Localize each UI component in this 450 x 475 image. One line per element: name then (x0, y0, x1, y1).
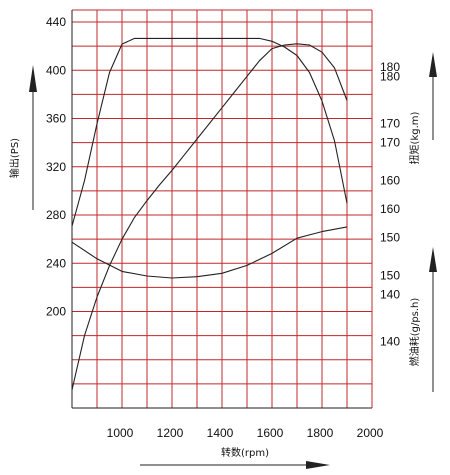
torque-tick-label: 170 (380, 117, 400, 131)
power-tick-label: 440 (46, 15, 66, 29)
x-tick-label: 2000 (357, 426, 384, 440)
torque-tick-label: 150 (380, 230, 400, 244)
grid (71, 9, 373, 409)
power-axis-arrow (29, 65, 37, 210)
x-tick-label: 1600 (257, 426, 284, 440)
x-axis-arrow (140, 461, 330, 469)
torque-curve (71, 37, 348, 227)
fuel-axis-title: 燃油耗(g/ps.h) (408, 298, 421, 367)
fuel-tick-label: 140 (380, 335, 400, 349)
torque-tick-label: 180 (380, 60, 400, 74)
x-tick-label: 1000 (107, 426, 134, 440)
power-tick-label: 320 (46, 160, 66, 174)
tick-labels: 1000 1200 1400 1600 1800 2000 200 240 280 320 360 4… (46, 15, 400, 440)
power-tick-label: 240 (46, 256, 66, 270)
x-tick-label: 1400 (207, 426, 234, 440)
power-tick-label: 360 (46, 112, 66, 126)
torque-tick-label: 160 (380, 174, 400, 188)
x-tick-label: 1800 (307, 426, 334, 440)
x-axis-title: 转数(rpm) (221, 446, 269, 459)
power-curve (71, 43, 348, 391)
fuel-tick-label: 150 (380, 268, 400, 282)
fuel-tick-label: 170 (380, 136, 400, 150)
power-tick-label: 400 (46, 63, 66, 77)
fuel-curve (71, 226, 348, 279)
torque-tick-label: 140 (380, 287, 400, 301)
power-axis-title: 输出(PS) (8, 138, 21, 178)
power-tick-label: 200 (46, 305, 66, 319)
fuel-tick-label: 160 (380, 202, 400, 216)
fuel-axis-arrow (429, 247, 437, 392)
power-tick-label: 280 (46, 208, 66, 222)
curves (71, 37, 348, 391)
x-tick-label: 1200 (157, 426, 184, 440)
torque-axis-arrow (429, 52, 437, 140)
torque-axis-title: 扭矩(kg.m) (408, 111, 421, 164)
fuel-tick-label: 180 (380, 69, 400, 83)
